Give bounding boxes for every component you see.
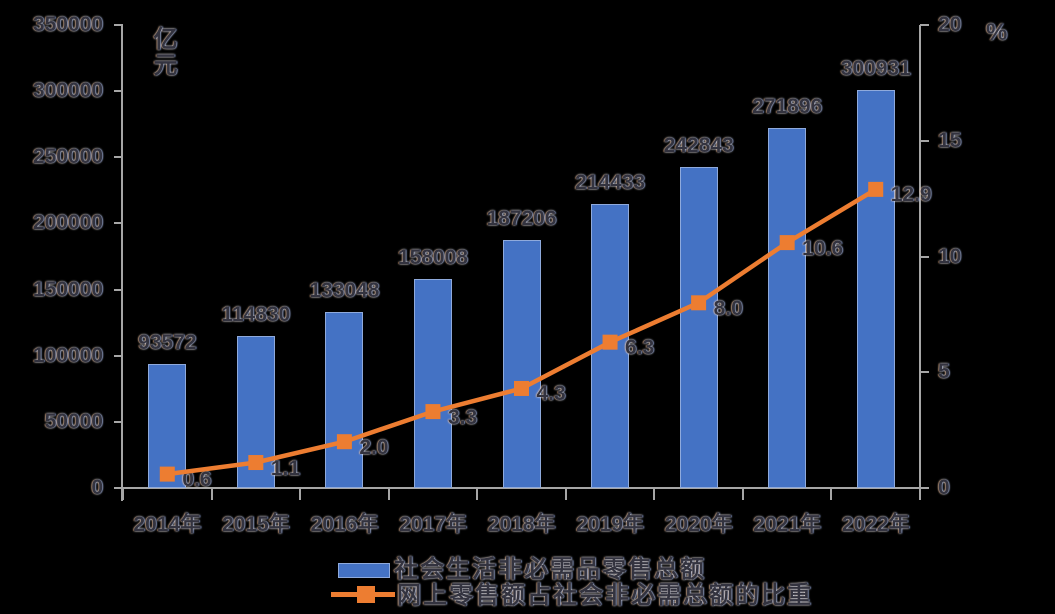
bar-data-label: 271896 [752,95,823,119]
right-axis-tick-label: 20 [938,13,962,36]
right-axis-unit: % [986,19,1008,46]
right-axis-tick-label: 15 [938,128,962,152]
line-data-label: 3.3 [447,405,478,429]
right-axis-tick-label: 0 [938,476,950,499]
line-data-label: 8.0 [713,296,743,320]
bottom-tick [564,488,567,500]
bar-2014年 [148,364,187,488]
left-axis-unit: 亿元 [149,26,176,78]
right-tick [920,371,929,374]
x-axis-category-label: 2014年 [133,513,202,536]
y-axis-left [121,25,123,501]
bar-data-label: 242843 [663,133,734,157]
bar-data-label: 93572 [138,331,197,355]
left-tick [114,288,123,291]
bottom-tick [122,488,124,500]
line-data-label: 2.0 [359,435,389,459]
x-axis-category-label: 2018年 [487,513,556,536]
left-axis-tick-label: 150000 [32,277,103,301]
bottom-tick [210,488,213,500]
line-data-label: 10.6 [802,236,844,260]
right-tick [920,24,929,26]
bottom-tick [387,488,390,500]
left-tick [114,487,123,489]
bottom-tick [299,488,302,500]
line-data-label: 4.3 [536,382,566,406]
x-axis-category-label: 2015年 [221,513,290,536]
x-axis-category-label: 2022年 [841,513,910,536]
x-axis-category-label: 2017年 [399,513,467,536]
legend-bar-swatch [338,563,390,578]
bar-2017年 [413,278,452,488]
bar-data-label: 133048 [309,278,380,302]
x-axis-category-label: 2016年 [310,513,379,536]
x-axis-category-label: 2020年 [664,513,733,536]
left-tick [114,420,123,423]
bottom-tick [919,488,921,500]
left-axis-tick-label: 50000 [44,409,103,433]
bar-2016年 [325,311,364,488]
left-axis-tick-label: 250000 [32,145,103,169]
bar-2021年 [768,128,807,488]
line-data-label: 0.6 [182,468,212,492]
bar-data-label: 158008 [397,245,468,269]
x-axis-category-label: 2019年 [576,513,644,536]
left-tick [114,90,123,93]
bottom-tick [830,488,833,500]
bottom-tick [476,488,479,500]
bar-2020年 [679,166,718,488]
right-tick [920,255,929,258]
left-axis-tick-label: 200000 [32,211,103,235]
left-axis-tick-label: 0 [91,476,103,499]
legend-line-label: 网上零售额占社会非必需总额的比重 [397,582,813,609]
x-axis-category-label: 2021年 [753,513,822,536]
bar-2015年 [236,336,275,488]
left-axis-tick-label: 300000 [32,79,103,103]
left-tick [114,24,123,26]
right-axis-tick-label: 5 [938,360,950,384]
line-data-label: 1.1 [270,456,301,480]
left-tick [114,156,123,159]
line-data-label: 6.3 [625,336,655,360]
bar-2022年 [856,89,895,488]
line-data-label: 12.9 [890,183,932,207]
bottom-tick [653,488,656,500]
bottom-tick [741,488,744,500]
bar-data-label: 300931 [840,56,911,80]
right-axis-tick-label: 10 [938,244,962,268]
left-axis-tick-label: 100000 [32,343,103,367]
bar-data-label: 187206 [486,207,557,231]
right-tick [920,139,929,142]
legend-line-marker [357,586,375,603]
left-tick [114,354,123,357]
bar-2018年 [502,240,541,488]
bar-data-label: 114830 [221,303,291,327]
left-axis-tick-label: 350000 [32,13,103,36]
right-tick [920,487,929,489]
x-axis [114,487,929,489]
left-tick [114,222,123,225]
bar-2019年 [591,204,630,488]
legend-bar-label: 社会生活非必需品零售总额 [394,556,706,583]
bar-data-label: 214433 [575,171,646,195]
